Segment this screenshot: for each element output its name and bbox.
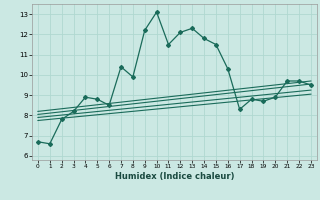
X-axis label: Humidex (Indice chaleur): Humidex (Indice chaleur) — [115, 172, 234, 181]
